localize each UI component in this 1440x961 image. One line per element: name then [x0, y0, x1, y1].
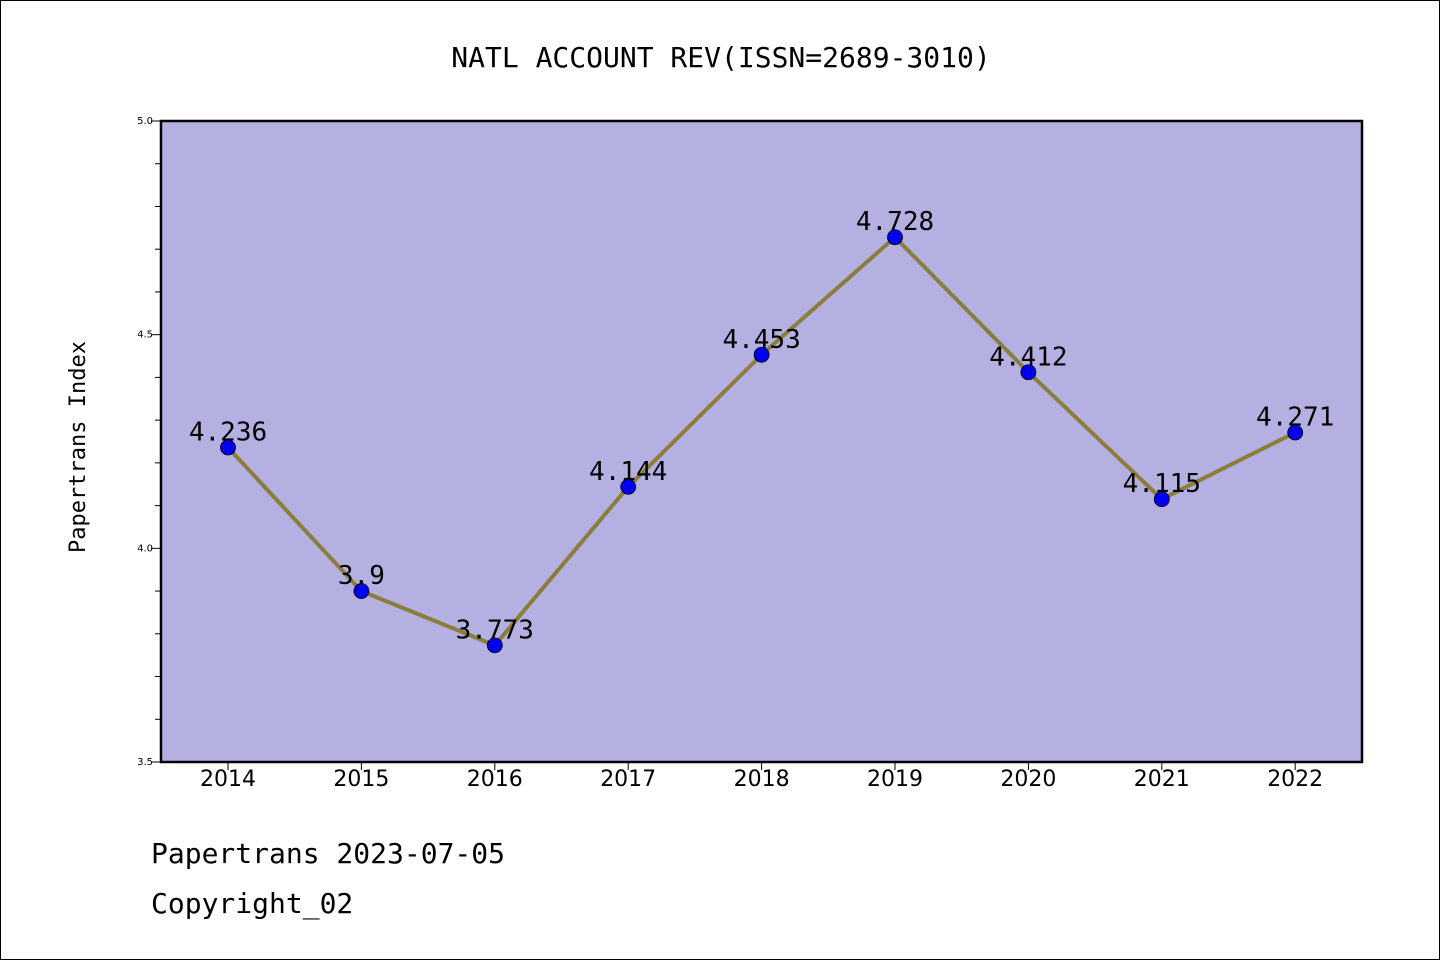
- x-tick-label: 2017: [600, 767, 656, 792]
- plot-area: [159, 119, 1364, 764]
- data-points: [220, 229, 1304, 654]
- data-label: 4.728: [856, 207, 934, 237]
- y-tick-label: 4.0: [137, 543, 153, 554]
- data-point: [753, 346, 770, 363]
- footer-date: Papertrans 2023-07-05: [151, 837, 506, 870]
- data-label: 3.773: [456, 615, 534, 645]
- data-label: 4.412: [989, 342, 1067, 372]
- data-label: 3.9: [338, 561, 385, 591]
- x-tick-label: 2020: [1000, 767, 1056, 792]
- data-label: 4.115: [1123, 469, 1201, 499]
- x-tick-label: 2021: [1134, 767, 1190, 792]
- data-point: [1020, 364, 1037, 381]
- chart-title: NATL ACCOUNT REV(ISSN=2689-3010): [451, 41, 990, 74]
- x-tick-label: 2014: [200, 767, 256, 792]
- data-labels: 4.236 3.9 3.773 4.144 4.453 4.728 4.412 4.115 4.…: [189, 207, 1334, 645]
- data-point: [1287, 424, 1304, 441]
- x-tick-label: 2018: [734, 767, 790, 792]
- data-label: 4.144: [589, 457, 667, 487]
- data-point: [1153, 491, 1170, 508]
- y-tick-label: 5.0: [137, 116, 153, 127]
- x-tick-label: 2022: [1267, 767, 1323, 792]
- data-point: [486, 637, 503, 654]
- x-tick-label: 2019: [867, 767, 923, 792]
- data-point: [620, 478, 637, 495]
- footer-copyright: Copyright_02: [151, 887, 354, 920]
- data-label: 4.453: [722, 325, 800, 355]
- y-axis-ticks: 3.5 4.0 4.5 5.0: [137, 116, 161, 768]
- y-tick-label: 4.5: [137, 330, 153, 341]
- data-point: [887, 229, 903, 246]
- data-label: 4.271: [1256, 403, 1334, 433]
- x-tick-label: 2016: [467, 767, 523, 792]
- x-tick-label: 2015: [333, 767, 389, 792]
- data-point: [220, 439, 236, 456]
- x-axis-ticks: 2014 2015 2016 2017 2018 2019 2020 2021 2022: [200, 762, 1323, 792]
- y-axis-label: Papertrans Index: [66, 341, 91, 553]
- data-label: 4.236: [189, 417, 267, 447]
- y-tick-label: 3.5: [137, 757, 153, 768]
- data-point: [353, 583, 370, 599]
